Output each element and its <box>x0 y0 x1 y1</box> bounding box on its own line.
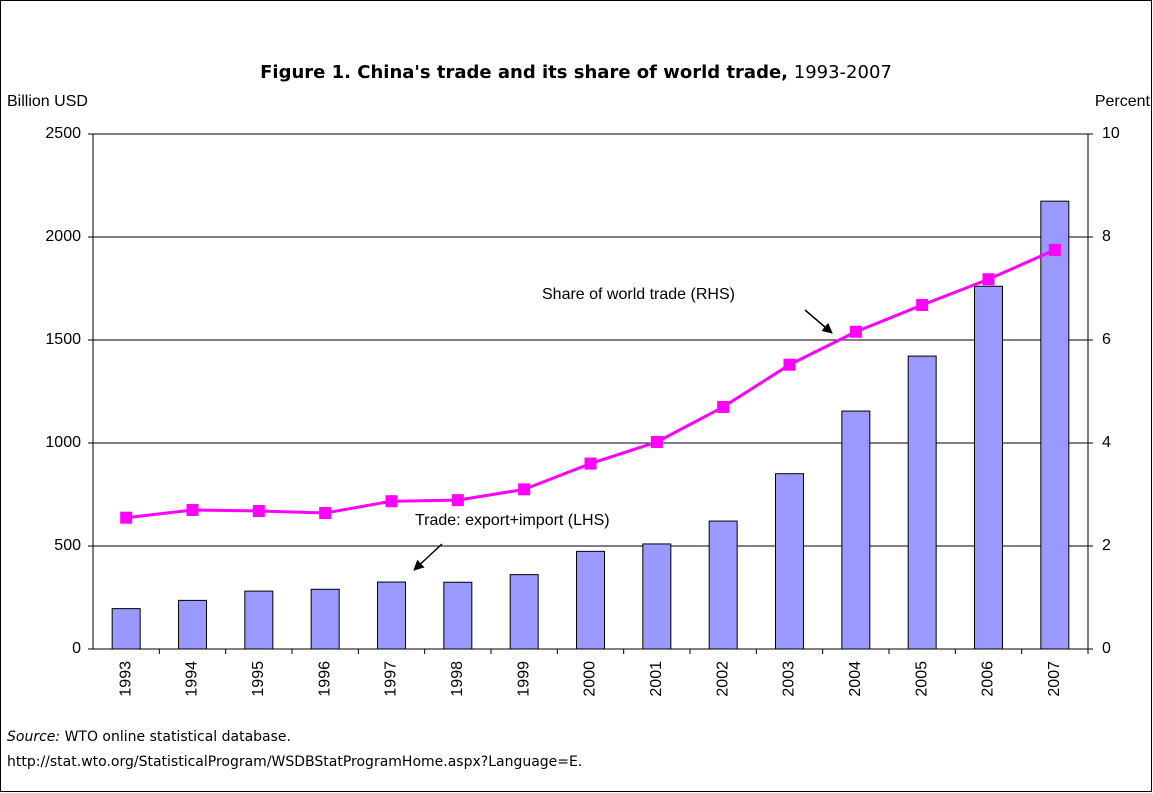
x-tick-label: 1995 <box>250 661 267 697</box>
bar <box>708 520 738 650</box>
bar <box>841 410 871 650</box>
title-years: 1993-2007 <box>794 62 892 83</box>
bar <box>974 285 1003 650</box>
x-tick-label: 2007 <box>1046 661 1063 697</box>
annotation: Share of world trade (RHS) <box>542 286 735 303</box>
x-tick-label: 2004 <box>847 661 864 697</box>
y-tick-label: 0 <box>72 640 81 657</box>
y2-tick-label: 8 <box>1102 228 1111 245</box>
annotation-arrow <box>804 309 833 334</box>
chart-title: Figure 1. China's trade and its share of… <box>260 62 892 83</box>
bar <box>775 473 804 650</box>
x-tick-label: 2003 <box>781 661 798 697</box>
marker <box>650 435 663 448</box>
source-text: WTO online statistical database. <box>65 729 291 745</box>
marker <box>252 504 265 517</box>
y-tick-label: 1000 <box>45 434 81 451</box>
x-tick-label: 2000 <box>582 661 599 697</box>
x-tick-label: 1997 <box>383 661 400 697</box>
annotation: Trade: export+import (LHS) <box>415 512 610 529</box>
bar <box>377 581 406 650</box>
y2-tick-label: 0 <box>1102 640 1111 657</box>
y2-tick-label: 6 <box>1102 331 1111 348</box>
marker <box>518 483 531 496</box>
y2-tick-label: 4 <box>1102 434 1111 451</box>
marker <box>783 358 796 371</box>
bar <box>111 608 141 650</box>
x-tick-label: 2002 <box>714 661 731 697</box>
marker <box>451 494 464 507</box>
x-tick-label: 2001 <box>648 661 665 697</box>
x-tick-label: 2006 <box>980 661 997 697</box>
marker <box>849 325 862 338</box>
source-url: http://stat.wto.org/StatisticalProgram/W… <box>7 754 582 770</box>
marker <box>385 495 398 508</box>
bar <box>1040 200 1070 650</box>
y-tick-label: 2000 <box>45 228 81 245</box>
y2-axis-label: Percent <box>1095 93 1151 110</box>
y-tick-label: 1500 <box>45 331 81 348</box>
marker <box>1048 243 1061 256</box>
title-main: Figure 1. China's trade and its share of… <box>260 62 788 83</box>
marker <box>584 457 597 470</box>
bar <box>310 588 340 650</box>
bar <box>244 590 274 650</box>
bar <box>642 543 672 650</box>
y-tick-label: 2500 <box>45 125 81 142</box>
x-tick-label: 2005 <box>913 661 930 697</box>
y-tick-label: 500 <box>54 537 81 554</box>
y2-tick-label: 10 <box>1102 125 1120 142</box>
marker <box>120 511 133 524</box>
marker <box>319 507 332 520</box>
x-tick-label: 1996 <box>316 661 333 697</box>
annotation-arrow <box>413 543 443 571</box>
x-tick-label: 1998 <box>449 661 466 697</box>
marker <box>186 503 199 516</box>
bar <box>576 550 605 650</box>
x-tick-label: 1993 <box>117 661 134 697</box>
y2-tick-label: 2 <box>1102 537 1111 554</box>
source-label: Source: <box>7 729 60 745</box>
bar <box>509 574 539 650</box>
y-axis-label: Billion USD <box>7 93 88 110</box>
source: Source: WTO online statistical database. <box>7 729 291 745</box>
bar <box>178 599 207 650</box>
x-tick-label: 1999 <box>515 661 532 697</box>
x-tick-label: 1994 <box>184 661 201 697</box>
bar <box>443 581 473 650</box>
marker <box>982 273 995 286</box>
marker <box>717 400 730 413</box>
bar <box>907 355 937 650</box>
marker <box>916 298 929 311</box>
